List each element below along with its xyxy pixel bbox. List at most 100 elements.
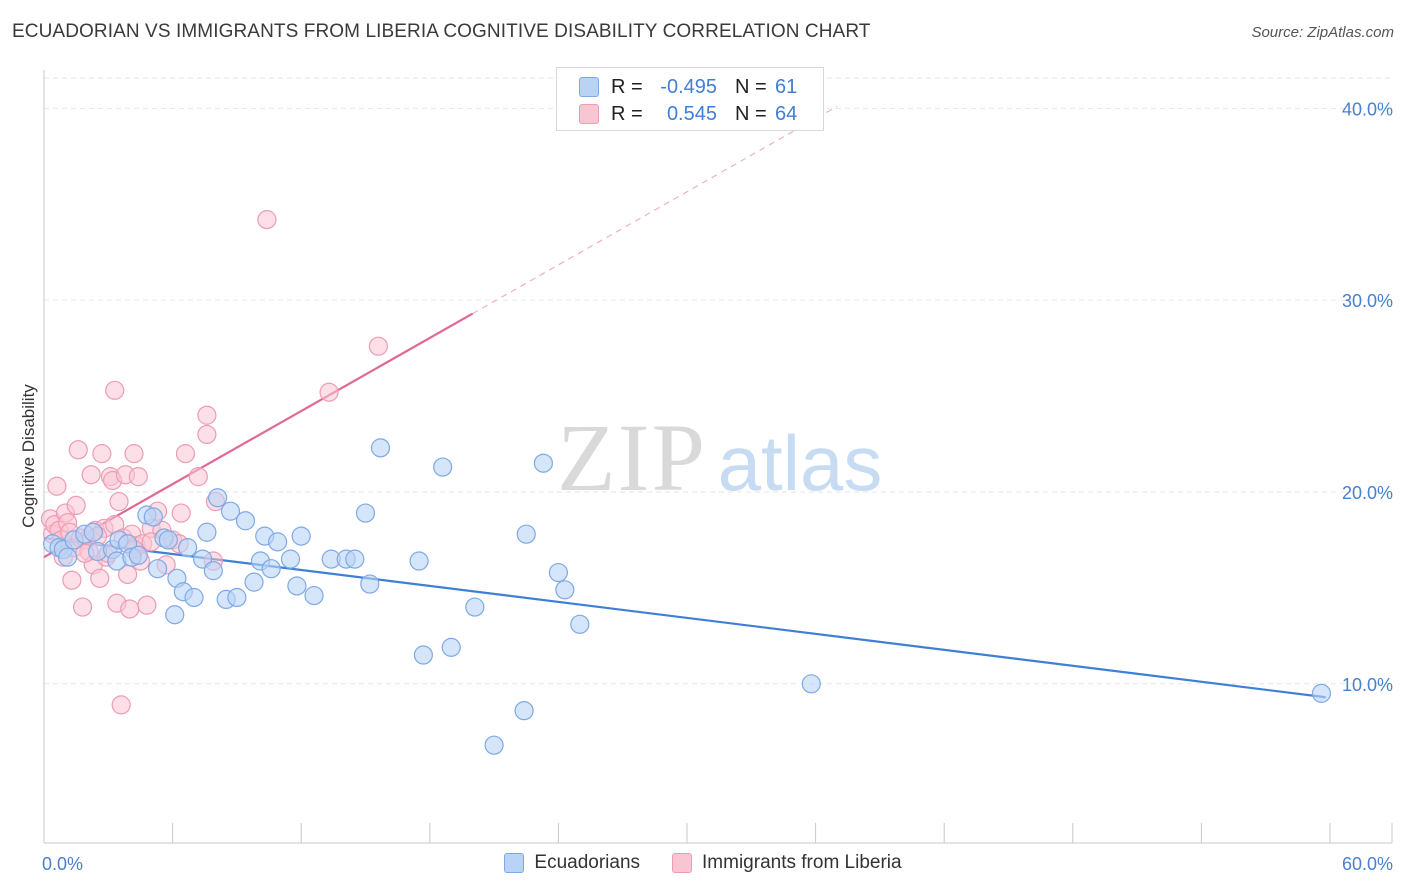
y-tick-label: 40.0% bbox=[1342, 99, 1393, 119]
data-point-liberia bbox=[111, 695, 131, 715]
data-point-ecuadorians bbox=[184, 587, 204, 608]
data-point-ecuadorians bbox=[208, 488, 228, 508]
stats-legend: R = -0.495 N = 61 R = 0.545 N = 64 bbox=[556, 67, 824, 131]
legend-item-ecuadorians[interactable]: Ecuadorians bbox=[504, 852, 640, 874]
data-point-ecuadorians bbox=[227, 587, 247, 608]
data-point-ecuadorians bbox=[484, 735, 504, 755]
source-attribution: Source: ZipAtlas.com bbox=[1251, 24, 1394, 41]
x-tick-label: 60.0% bbox=[1342, 854, 1393, 874]
data-point-ecuadorians bbox=[433, 457, 453, 477]
data-point-ecuadorians bbox=[533, 453, 553, 473]
data-point-ecuadorians bbox=[360, 574, 380, 594]
legend-row-liberia: R = 0.545 N = 64 bbox=[579, 101, 797, 127]
n-label: N = bbox=[735, 75, 767, 98]
data-point-liberia bbox=[47, 476, 67, 496]
data-point-liberia bbox=[171, 503, 191, 523]
data-point-liberia bbox=[120, 599, 140, 619]
data-points bbox=[40, 210, 1332, 755]
y-tick-label: 30.0% bbox=[1342, 291, 1393, 311]
data-point-ecuadorians bbox=[143, 507, 163, 527]
data-point-ecuadorians bbox=[165, 605, 185, 625]
data-point-liberia bbox=[128, 467, 148, 487]
data-point-ecuadorians bbox=[220, 501, 241, 521]
data-point-ecuadorians bbox=[178, 538, 198, 558]
data-point-ecuadorians bbox=[83, 522, 103, 542]
data-point-ecuadorians bbox=[465, 597, 485, 617]
data-point-liberia bbox=[188, 467, 208, 487]
data-point-ecuadorians bbox=[355, 503, 376, 523]
legend-item-liberia[interactable]: Immigrants from Liberia bbox=[672, 852, 902, 874]
data-point-liberia bbox=[105, 380, 125, 400]
data-point-ecuadorians bbox=[203, 561, 223, 581]
data-point-liberia bbox=[92, 444, 112, 464]
series-legend: Ecuadorians Immigrants from Liberia bbox=[0, 852, 1406, 874]
data-point-ecuadorians bbox=[555, 580, 575, 600]
data-point-liberia bbox=[124, 444, 144, 464]
data-point-ecuadorians bbox=[244, 572, 264, 592]
data-point-liberia bbox=[197, 405, 217, 425]
legend-row-ecuadorians: R = -0.495 N = 61 bbox=[579, 74, 797, 100]
data-point-liberia bbox=[319, 382, 339, 402]
r-value: -0.495 bbox=[660, 75, 717, 98]
data-point-ecuadorians bbox=[801, 674, 821, 694]
data-point-liberia bbox=[175, 444, 196, 464]
data-point-ecuadorians bbox=[304, 585, 324, 606]
watermark-zip: ZIP bbox=[557, 404, 707, 511]
data-point-ecuadorians bbox=[287, 576, 307, 596]
trend-lines bbox=[43, 105, 1326, 699]
data-point-liberia bbox=[68, 440, 88, 460]
data-point-ecuadorians bbox=[370, 438, 391, 458]
legend-swatch-blue bbox=[579, 77, 599, 97]
data-point-ecuadorians bbox=[57, 547, 78, 567]
n-value: 61 bbox=[775, 75, 798, 98]
r-label: R = bbox=[611, 75, 643, 98]
data-point-ecuadorians bbox=[268, 532, 288, 552]
data-point-liberia bbox=[90, 568, 110, 588]
data-point-ecuadorians bbox=[441, 637, 461, 657]
data-point-ecuadorians bbox=[570, 614, 590, 634]
r-label: R = bbox=[611, 102, 643, 125]
data-point-ecuadorians bbox=[345, 549, 365, 569]
data-point-liberia bbox=[109, 491, 129, 512]
trend-line-ecuadorians bbox=[43, 536, 1326, 699]
gridlines bbox=[44, 77, 1392, 685]
x-tick-label: 0.0% bbox=[42, 854, 83, 874]
data-point-ecuadorians bbox=[409, 551, 429, 571]
legend-swatch-pink bbox=[579, 104, 599, 124]
data-point-liberia bbox=[62, 570, 82, 590]
data-point-ecuadorians bbox=[516, 524, 536, 544]
data-point-liberia bbox=[72, 597, 93, 617]
legend-label-liberia: Immigrants from Liberia bbox=[702, 852, 902, 873]
data-point-ecuadorians bbox=[280, 549, 301, 569]
data-point-liberia bbox=[368, 336, 388, 356]
n-label: N = bbox=[735, 102, 767, 125]
y-tick-label: 10.0% bbox=[1342, 675, 1393, 695]
r-value: 0.545 bbox=[666, 102, 717, 125]
n-value: 64 bbox=[775, 102, 798, 125]
data-point-ecuadorians bbox=[197, 522, 217, 542]
data-point-liberia bbox=[197, 424, 217, 445]
data-point-ecuadorians bbox=[291, 526, 311, 546]
data-point-liberia bbox=[66, 495, 86, 516]
tick-labels: 10.0% 20.0% 30.0% 40.0% 0.0% 60.0% bbox=[42, 99, 1393, 874]
legend-swatch-pink bbox=[672, 853, 693, 873]
data-point-ecuadorians bbox=[548, 562, 569, 583]
data-point-ecuadorians bbox=[128, 545, 148, 565]
data-point-ecuadorians bbox=[147, 559, 168, 579]
watermark-atlas: atlas bbox=[718, 419, 883, 507]
watermark: ZIP atlas bbox=[557, 404, 882, 511]
axes bbox=[43, 70, 1393, 844]
legend-label-ecuadorians: Ecuadorians bbox=[534, 852, 641, 873]
data-point-liberia bbox=[81, 465, 101, 485]
legend-swatch-blue bbox=[504, 853, 525, 873]
data-point-ecuadorians bbox=[158, 530, 178, 550]
data-point-ecuadorians bbox=[235, 511, 256, 531]
data-point-ecuadorians bbox=[261, 559, 281, 579]
data-point-ecuadorians bbox=[1311, 683, 1332, 703]
trend-line-liberia-extension bbox=[472, 105, 838, 315]
chart-title: ECUADORIAN VS IMMIGRANTS FROM LIBERIA CO… bbox=[12, 21, 871, 42]
y-tick-label: 20.0% bbox=[1342, 483, 1393, 503]
data-point-ecuadorians bbox=[413, 645, 433, 665]
y-axis-label: Cognitive Disability bbox=[19, 384, 38, 528]
